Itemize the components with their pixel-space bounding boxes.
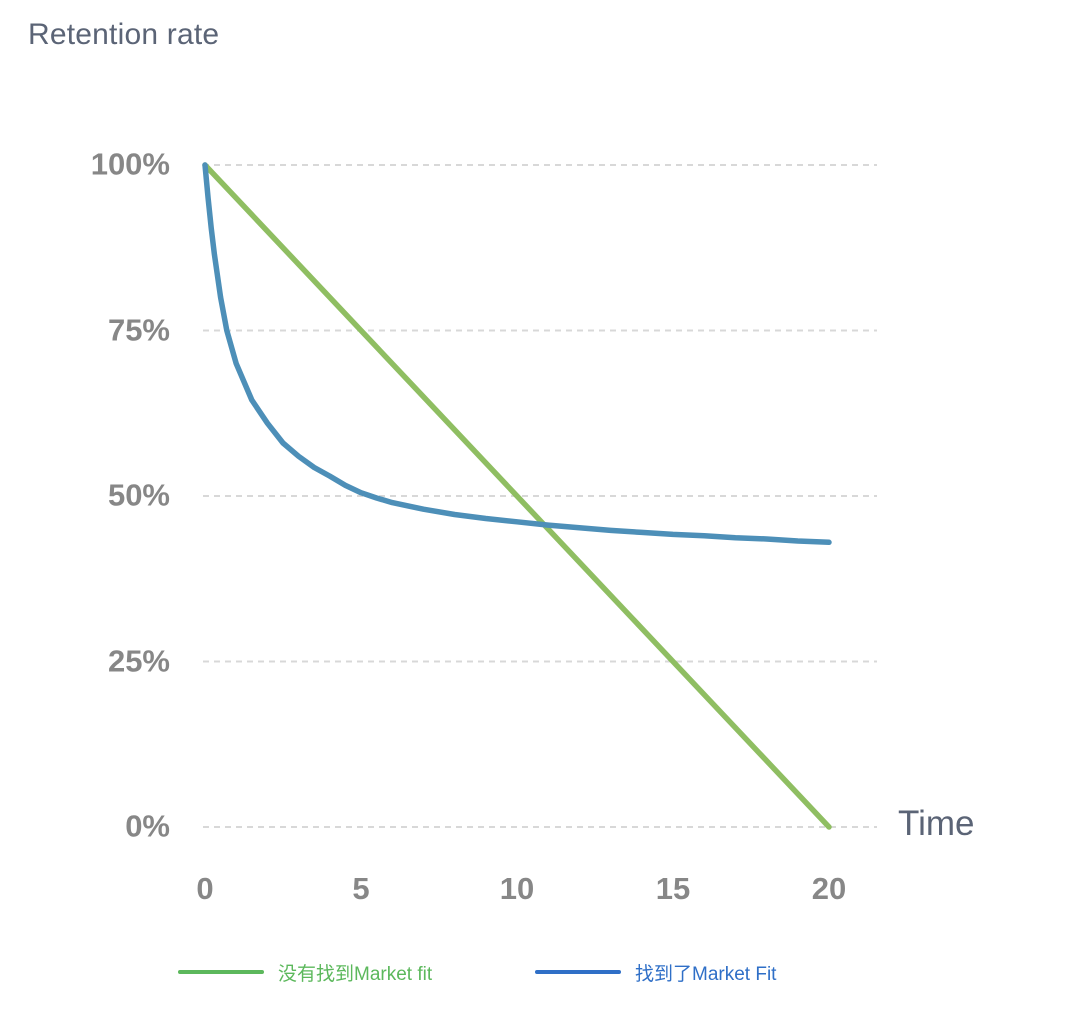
y-axis: 0% 25% 50% 75% 100% xyxy=(0,0,170,1026)
series-line-0 xyxy=(202,162,832,830)
blue-line-swatch-icon xyxy=(535,970,621,974)
x-tick-label-20: 20 xyxy=(811,871,847,906)
legend-label-no-market-fit: 没有找到Market fit xyxy=(278,963,433,985)
x-axis-title: Time xyxy=(898,804,975,843)
legend-item-found-market-fit: 找到了Market Fit xyxy=(535,958,776,986)
x-tick-label-10: 10 xyxy=(499,871,535,906)
x-tick-label-5: 5 xyxy=(352,871,370,906)
series-line-1 xyxy=(202,162,832,546)
green-line-swatch-icon xyxy=(178,970,264,974)
y-tick-label-50%: 50% xyxy=(107,477,170,513)
x-tick-label-15: 15 xyxy=(655,871,691,906)
y-tick-label-25%: 25% xyxy=(107,642,170,678)
legend-label-found-market-fit: 找到了Market Fit xyxy=(635,963,777,985)
y-tick-label-75%: 75% xyxy=(107,311,170,347)
chart-title: Retention rate xyxy=(28,18,220,51)
legend-item-no-market-fit: 没有找到Market fit xyxy=(178,958,432,986)
x-tick-label-0: 0 xyxy=(196,871,214,906)
y-tick-label-100%: 100% xyxy=(90,146,170,182)
y-tick-label-0%: 0% xyxy=(125,808,170,844)
